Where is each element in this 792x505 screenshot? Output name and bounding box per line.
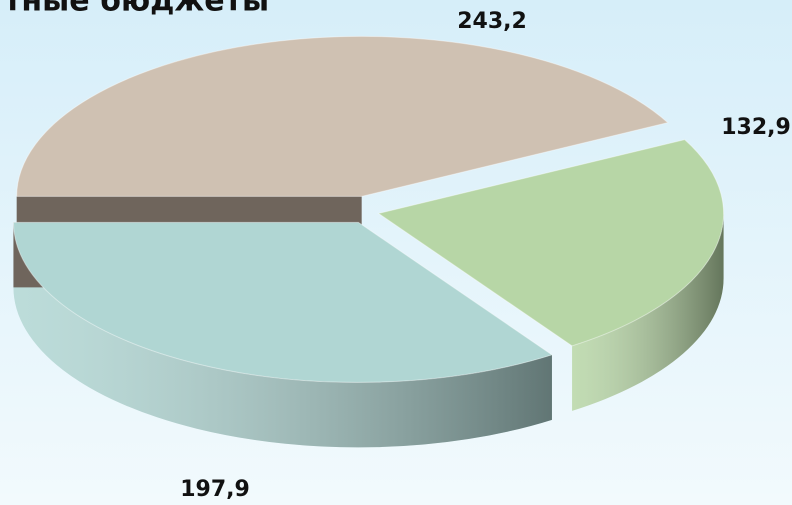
data-label: 197,9 — [180, 477, 250, 502]
chart-title: тные бюджеты — [4, 0, 269, 19]
data-label: 243,2 — [457, 9, 527, 34]
slice — [377, 139, 725, 347]
data-label: 132,9 — [721, 115, 791, 140]
pie — [12, 35, 725, 448]
slice-side-shade — [572, 213, 724, 411]
slice — [16, 35, 669, 197]
slice — [12, 221, 554, 383]
slice-side-shade — [13, 222, 552, 448]
